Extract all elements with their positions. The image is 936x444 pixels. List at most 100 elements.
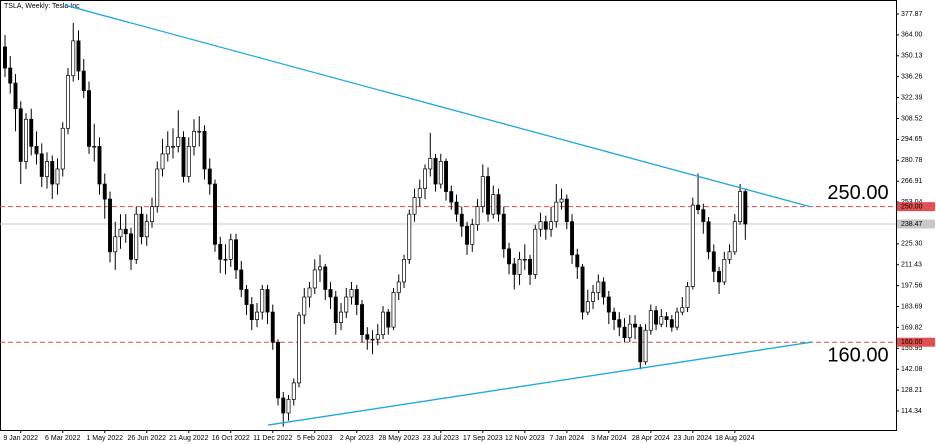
candle-body — [654, 310, 659, 325]
candle-body — [696, 204, 701, 210]
x-tick-label: 17 Sep 2023 — [463, 435, 503, 442]
candle-body — [528, 259, 532, 275]
candle-body — [249, 304, 254, 320]
trend-line — [64, 4, 811, 208]
candle-body — [18, 108, 23, 162]
x-tick-label: 21 Aug 2022 — [169, 435, 208, 442]
candle-body — [39, 153, 44, 177]
candle-body — [244, 289, 249, 305]
candle-body — [87, 90, 91, 147]
level-tag-label: 250.00 — [901, 203, 923, 210]
candle-body — [480, 176, 485, 207]
y-tick-label: 280.78 — [901, 157, 923, 164]
candle-body — [512, 263, 517, 275]
y-tick-label: 155.95 — [901, 345, 923, 352]
candle-body — [517, 259, 522, 275]
candle-body — [134, 213, 139, 260]
x-tick-label: 26 Jun 2022 — [127, 435, 166, 442]
y-tick-label: 211.43 — [901, 262, 922, 269]
candle-body — [339, 311, 343, 323]
candle-body — [129, 233, 133, 260]
candle-body — [486, 176, 490, 215]
candle-body — [381, 311, 385, 336]
y-tick-label: 266.91 — [901, 178, 923, 185]
candle-body — [538, 221, 543, 230]
candle-body — [192, 130, 196, 147]
candle-body — [270, 311, 275, 343]
candle-body — [417, 188, 422, 198]
y-tick-label: 322.39 — [901, 94, 923, 101]
candle-body — [81, 70, 86, 91]
candle-body — [213, 183, 217, 245]
candle-body — [423, 168, 427, 189]
candle-body — [118, 228, 123, 238]
candle-body — [323, 266, 328, 290]
candle-body — [181, 136, 186, 177]
candle-body — [727, 251, 732, 260]
candle-body — [496, 194, 501, 215]
y-tick-label: 225.30 — [901, 241, 923, 248]
candle-body — [438, 161, 443, 185]
candle-body — [507, 248, 511, 265]
candle-body — [318, 266, 322, 271]
x-tick-label: 5 Feb 2023 — [297, 435, 333, 442]
candle-body — [612, 311, 616, 320]
x-tick-label: 9 Jan 2022 — [3, 435, 38, 442]
candle-body — [449, 191, 454, 203]
current-price-tag — [897, 219, 935, 229]
candle-body — [402, 259, 406, 283]
level-tag — [897, 337, 935, 347]
candle-body — [328, 289, 333, 298]
candle-body — [533, 228, 538, 275]
candle-body — [396, 281, 401, 293]
level-tag — [897, 202, 935, 212]
x-tick-label: 6 Mar 2022 — [45, 435, 81, 442]
candle-body — [76, 40, 81, 72]
y-tick-label: 169.82 — [901, 324, 923, 331]
candle-body — [570, 221, 574, 256]
candle-body — [286, 399, 291, 414]
candle-body — [633, 323, 637, 328]
candle-body — [559, 198, 564, 203]
candle-body — [706, 221, 711, 253]
candle-body — [643, 329, 648, 363]
candle-body — [333, 296, 338, 323]
y-tick-label: 294.65 — [901, 136, 923, 143]
candle-body — [685, 286, 690, 308]
candle-body — [171, 146, 175, 148]
chart-title: TSLA, Weekly: Tesla Inc — [4, 3, 80, 10]
candle-body — [228, 239, 233, 260]
x-tick-label: 18 Aug 2024 — [715, 435, 754, 442]
candle-body — [186, 146, 191, 177]
candle-body — [197, 130, 202, 133]
x-tick-label: 23 Jul 2023 — [423, 435, 459, 442]
candle-body — [307, 287, 312, 298]
candle-body — [743, 191, 748, 225]
candle-body — [108, 198, 112, 253]
candle-body — [575, 254, 580, 268]
candle-body — [732, 221, 737, 253]
candle-body — [701, 209, 706, 223]
candle-body — [428, 158, 433, 170]
candle-body — [638, 326, 643, 363]
candle-body — [139, 213, 144, 238]
candle-body — [722, 259, 727, 283]
candle-body — [606, 296, 611, 313]
candle-body — [239, 269, 244, 290]
x-tick-label: 1 May 2022 — [86, 435, 123, 442]
candle-body — [29, 118, 34, 147]
candle-body — [291, 382, 296, 400]
candle-body — [3, 46, 7, 69]
candle-body — [8, 67, 13, 84]
y-tick-label: 377.87 — [901, 11, 923, 18]
candle-body — [66, 75, 70, 129]
candle-body — [596, 281, 601, 293]
x-tick-label: 2 Apr 2023 — [340, 435, 374, 442]
candle-body — [123, 228, 128, 235]
candle-body — [102, 183, 107, 200]
candle-body — [407, 213, 412, 260]
current-price-label: 238.47 — [901, 221, 923, 228]
candle-body — [391, 292, 396, 328]
candle-body — [433, 158, 438, 185]
